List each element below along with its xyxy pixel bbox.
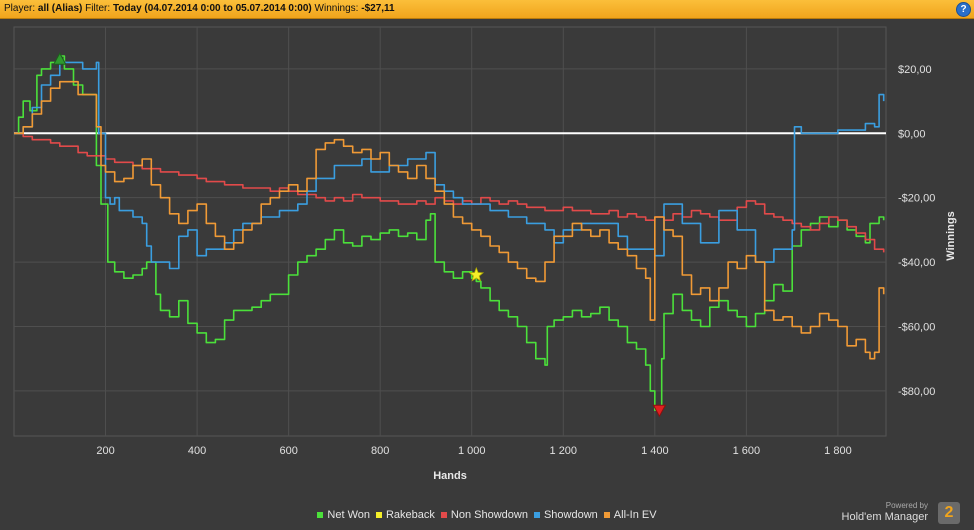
series-line-net-won <box>14 55 885 411</box>
header-bar: Player: all (Alias) Filter: Today (04.07… <box>0 0 974 19</box>
x-tick-label: 600 <box>279 445 297 457</box>
filter-value: Today (04.07.2014 0:00 to 05.07.2014 0:0… <box>112 3 312 14</box>
markers <box>52 52 667 418</box>
legend-label: Showdown <box>543 509 598 521</box>
min-marker <box>652 404 667 418</box>
y-tick-label: -$80,00 <box>898 386 935 398</box>
x-tick-label: 1 800 <box>824 445 852 457</box>
y-tick-label: -$60,00 <box>898 322 935 334</box>
help-icon[interactable]: ? <box>956 2 971 17</box>
legend-swatch <box>440 512 447 518</box>
powered-by-text: Powered by <box>885 501 928 510</box>
max-marker <box>52 52 67 65</box>
rakeback-star-marker <box>468 266 485 282</box>
tick-labels: 200 400 600 800 1 000 1 200 1 400 1 600 1 800 $20… <box>96 64 935 457</box>
legend-swatch <box>533 512 540 518</box>
legend: Net Won Rakeback Non Showdown Showdown All-I… <box>0 509 974 525</box>
x-axis-label: Hands <box>433 470 467 482</box>
legend-swatch <box>375 512 382 518</box>
y-tick-label: -$40,00 <box>898 257 935 269</box>
legend-label: Non Showdown <box>450 509 528 521</box>
product-name: Hold'em Manager <box>841 511 928 523</box>
legend-label: Net Won <box>327 509 370 521</box>
x-tick-label: 400 <box>188 445 206 457</box>
player-value: all (Alias) <box>37 3 83 14</box>
legend-label: All-In EV <box>613 509 657 521</box>
legend-item[interactable]: Rakeback <box>375 509 435 521</box>
winnings-label: Winnings: <box>314 3 359 14</box>
legend-label: Rakeback <box>385 509 435 521</box>
x-tick-label: 1 600 <box>733 445 761 457</box>
filter-label: Filter: <box>85 3 111 14</box>
x-tick-label: 1 200 <box>550 445 578 457</box>
y-tick-label: -$20,00 <box>898 193 935 205</box>
legend-item[interactable]: Net Won <box>317 509 370 521</box>
y-axis-label: Winnings <box>945 211 957 260</box>
plot-area <box>13 26 887 437</box>
player-label: Player: <box>4 3 36 14</box>
winnings-chart: 200 400 600 800 1 000 1 200 1 400 1 600 1 800 $20… <box>13 26 957 482</box>
legend-item[interactable]: Showdown <box>533 509 598 521</box>
y-tick-label: $20,00 <box>898 64 932 76</box>
powered-by-branding: Powered by Hold'em Manager 2 <box>836 499 966 527</box>
series-lines <box>14 55 885 411</box>
winnings-value: -$27,11 <box>361 3 395 14</box>
y-tick-label: $0,00 <box>898 128 926 140</box>
x-tick-label: 1 000 <box>458 445 486 457</box>
legend-swatch <box>317 512 324 518</box>
legend-swatch <box>603 512 610 518</box>
x-tick-label: 200 <box>96 445 114 457</box>
x-tick-label: 1 400 <box>641 445 669 457</box>
header-summary: Player: all (Alias) Filter: Today (04.07… <box>4 3 395 14</box>
legend-item[interactable]: Non Showdown <box>440 509 528 521</box>
x-tick-label: 800 <box>371 445 389 457</box>
series-line-all-in-ev <box>14 80 885 360</box>
hem2-logo: 2 <box>938 502 960 524</box>
legend-item[interactable]: All-In EV <box>603 509 657 521</box>
